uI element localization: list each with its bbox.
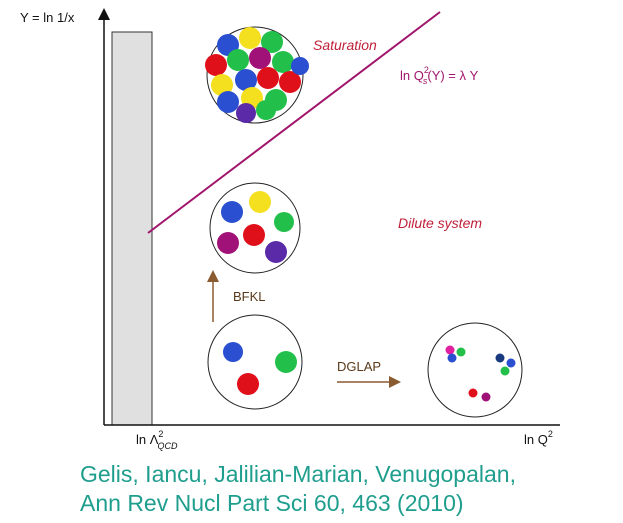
text: (Y) = λ Y	[427, 68, 478, 83]
text: ln Λ	[136, 432, 159, 447]
saturation-label: Saturation	[313, 37, 377, 53]
text: 2	[158, 429, 163, 439]
nonperturbative-band	[112, 32, 152, 425]
lambda-label: ln Λ2 QCD	[136, 429, 178, 451]
sparse-circle	[208, 315, 302, 409]
text: ln Q	[400, 68, 424, 83]
x-axis-label: ln Q2	[524, 429, 553, 447]
text: ln Q	[524, 432, 548, 447]
citation-line: Ann Rev Nucl Part Sci 60, 463 (2010)	[80, 490, 464, 516]
diagram: Y = ln 1/x ln Q2 ln Λ2QCD Saturation ln …	[0, 0, 623, 523]
text: 2	[548, 429, 553, 439]
text: QCD	[157, 441, 178, 451]
bfkl-label: BFKL	[233, 289, 266, 304]
dilute-label: Dilute system	[398, 215, 482, 231]
saturation-line	[148, 12, 440, 233]
dilute-circle	[210, 183, 300, 273]
y-axis-label: Y = ln 1/x	[20, 10, 75, 25]
dense-circle	[205, 27, 309, 123]
dglap-label: DGLAP	[337, 359, 381, 374]
resolved-circle	[428, 323, 522, 417]
citation-line: Gelis, Iancu, Jalilian-Marian, Venugopal…	[80, 461, 516, 487]
